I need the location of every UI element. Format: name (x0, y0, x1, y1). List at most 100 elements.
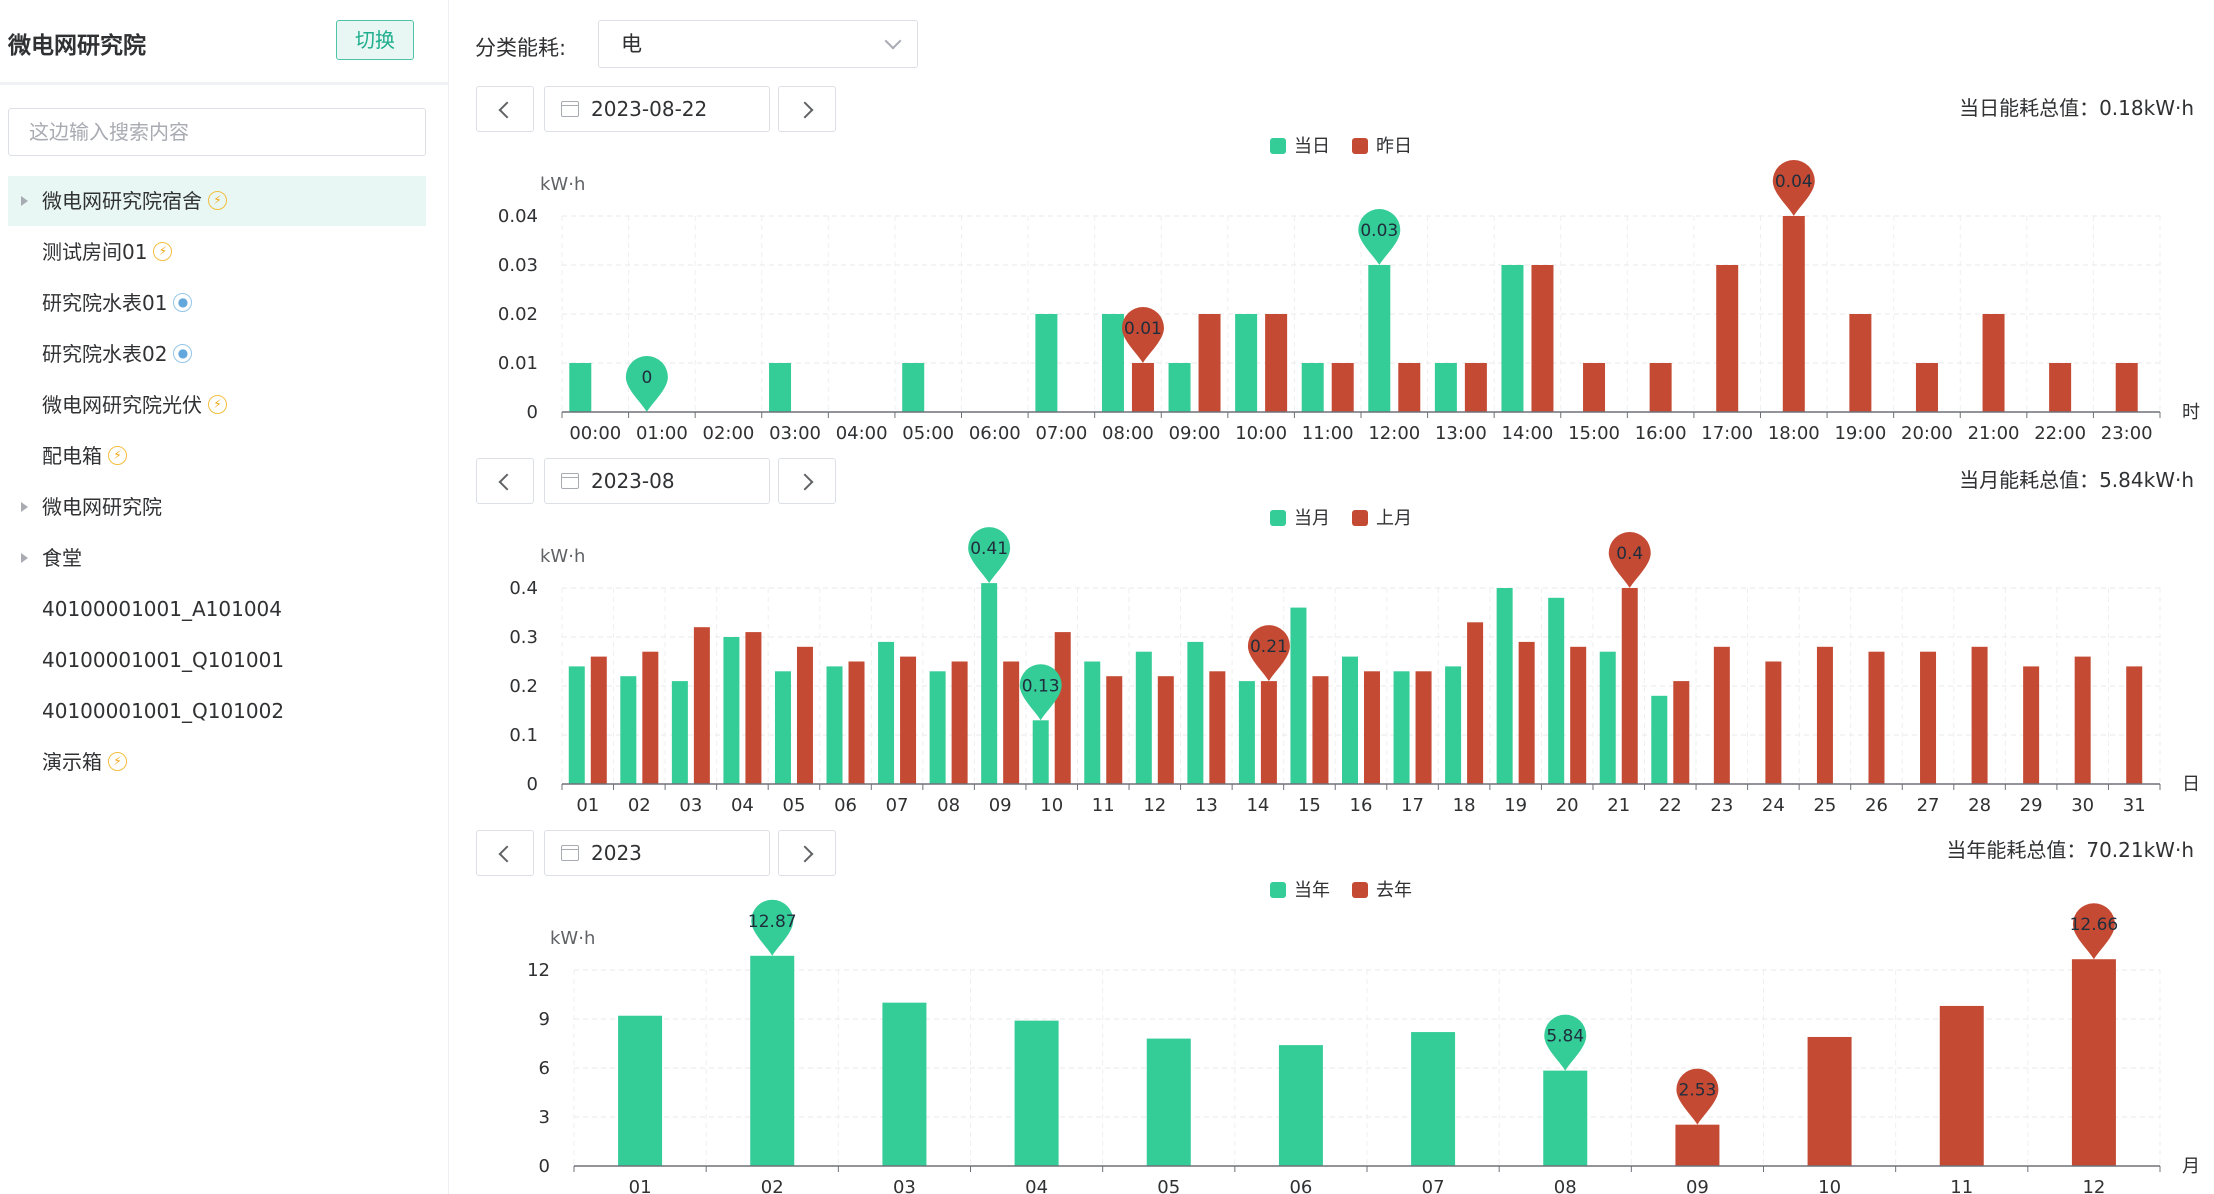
x-tick-label: 16:00 (1635, 423, 1687, 442)
bar-current (1235, 314, 1258, 412)
bar-previous (1673, 681, 1690, 784)
legend-label-previous: 去年 (1376, 880, 1412, 901)
x-tick-label: 12 (1143, 795, 1166, 814)
y-tick-label: 0 (527, 774, 538, 795)
tree-node[interactable]: 40100001001_Q101001 (8, 635, 426, 685)
x-tick-label: 06 (834, 795, 857, 814)
bar-previous (2115, 363, 2138, 412)
bar-current (1599, 651, 1616, 784)
daily-next-button[interactable] (778, 86, 836, 132)
chevron-down-icon (884, 32, 902, 50)
bar-previous (1971, 646, 1988, 784)
x-tick-label: 07 (1422, 1177, 1445, 1194)
legend-label-current: 当年 (1294, 880, 1330, 901)
bar-previous (1265, 314, 1288, 412)
tree-node[interactable]: 演示箱 ⚡ (8, 737, 426, 787)
bar-current (1434, 363, 1457, 412)
yearly-prev-button[interactable] (476, 830, 534, 876)
x-tick-label: 15:00 (1568, 423, 1620, 442)
daily-date-picker[interactable]: 2023-08-22 (544, 86, 770, 132)
x-tick-label: 12 (2082, 1177, 2105, 1194)
bar-previous (2074, 656, 2091, 784)
bar-current (1168, 363, 1191, 412)
bar-previous (1920, 651, 1937, 784)
yearly-date-picker[interactable]: 2023 (544, 830, 770, 876)
tree-node[interactable]: 研究院水表01 ● (8, 278, 426, 328)
x-tick-label: 12:00 (1368, 423, 1420, 442)
y-tick-label: 0.03 (498, 255, 538, 276)
water-drop-icon: ● (173, 344, 193, 363)
y-tick-label: 0.4 (509, 578, 538, 599)
y-tick-label: 0.3 (509, 627, 538, 648)
x-tick-label: 09 (989, 795, 1012, 814)
bar-previous (1621, 588, 1638, 784)
y-tick-label: 6 (539, 1058, 550, 1079)
bar-current (1548, 597, 1565, 784)
yearly-next-button[interactable] (778, 830, 836, 876)
tree-node[interactable]: 配电箱 ⚡ (8, 431, 426, 481)
x-tick-label: 17:00 (1701, 423, 1753, 442)
chevron-right-icon (796, 101, 814, 119)
tree-node-text: 配电箱 (42, 444, 102, 468)
x-tick-label: 01 (576, 795, 599, 814)
water-drop-icon: ● (173, 293, 193, 312)
monthly-prev-button[interactable] (476, 458, 534, 504)
switch-button[interactable]: 切换 (336, 20, 414, 60)
marker-pin-current (1358, 209, 1401, 265)
caret-right-icon[interactable] (21, 502, 28, 512)
marker-label: 0.21 (1250, 637, 1288, 657)
bar-current (1101, 314, 1124, 412)
calendar-icon (561, 845, 579, 861)
marker-pin-previous (1121, 307, 1164, 363)
x-tick-label: 26 (1865, 795, 1888, 814)
bar-previous (693, 627, 710, 784)
tree-node[interactable]: 40100001001_A101004 (8, 584, 426, 634)
daily-prev-button[interactable] (476, 86, 534, 132)
x-tick-label: 11 (1950, 1177, 1973, 1194)
bar-current (1278, 1045, 1323, 1166)
legend-label-current: 当日 (1294, 136, 1330, 157)
bar-previous (1415, 671, 1432, 784)
tree-node-label: 演示箱 ⚡ (42, 737, 127, 787)
bar-previous (2126, 666, 2143, 784)
caret-right-icon[interactable] (21, 196, 28, 206)
bar-current (1290, 607, 1307, 784)
bar-previous (1675, 1124, 1720, 1166)
tree-node[interactable]: 微电网研究院光伏 ⚡ (8, 380, 426, 430)
tree-node[interactable]: 40100001001_Q101002 (8, 686, 426, 736)
x-tick-label: 31 (2123, 795, 2146, 814)
bar-previous (848, 661, 865, 784)
bar-current (826, 666, 843, 784)
bar-previous (1198, 314, 1221, 412)
category-selected-value: 电 (621, 32, 642, 56)
category-select[interactable]: 电 (598, 20, 918, 68)
monthly-date-picker[interactable]: 2023-08 (544, 458, 770, 504)
x-tick-label: 20 (1556, 795, 1579, 814)
x-tick-label: 11:00 (1302, 423, 1354, 442)
bar-current (569, 363, 592, 412)
tree-node[interactable]: 测试房间01 ⚡ (8, 227, 426, 277)
tree-node[interactable]: 食堂 (8, 533, 426, 583)
tree-node[interactable]: 微电网研究院宿舍 ⚡ (8, 176, 426, 226)
tree-node[interactable]: 微电网研究院 (8, 482, 426, 532)
legend-swatch-previous (1352, 138, 1368, 154)
marker-pin-previous (1247, 625, 1290, 682)
x-tick-label: 23:00 (2101, 423, 2153, 442)
tree-node[interactable]: 研究院水表02 ● (8, 329, 426, 379)
bar-previous (1157, 676, 1174, 784)
bar-current (1393, 671, 1410, 784)
marker-label: 0.41 (970, 539, 1008, 559)
monthly-next-button[interactable] (778, 458, 836, 504)
bar-current (1014, 1020, 1059, 1166)
lightning-icon: ⚡ (208, 191, 227, 210)
x-tick-label: 22:00 (2034, 423, 2086, 442)
tree-node-text: 研究院水表01 (42, 291, 168, 315)
search-input[interactable] (8, 108, 426, 156)
caret-right-icon[interactable] (21, 553, 28, 563)
bar-current (1146, 1038, 1191, 1166)
sidebar: 微电网研究院 切换 微电网研究院宿舍⚡测试房间01⚡研究院水表01●研究院水表0… (0, 0, 449, 1194)
x-axis-unit: 月 (2182, 1156, 2200, 1177)
tree-node-text: 微电网研究院 (42, 495, 162, 519)
bar-current (774, 671, 791, 784)
